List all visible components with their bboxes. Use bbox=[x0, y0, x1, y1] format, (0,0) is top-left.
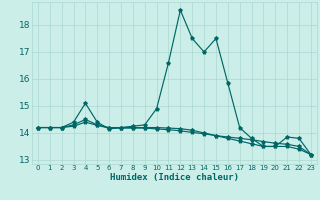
X-axis label: Humidex (Indice chaleur): Humidex (Indice chaleur) bbox=[110, 173, 239, 182]
